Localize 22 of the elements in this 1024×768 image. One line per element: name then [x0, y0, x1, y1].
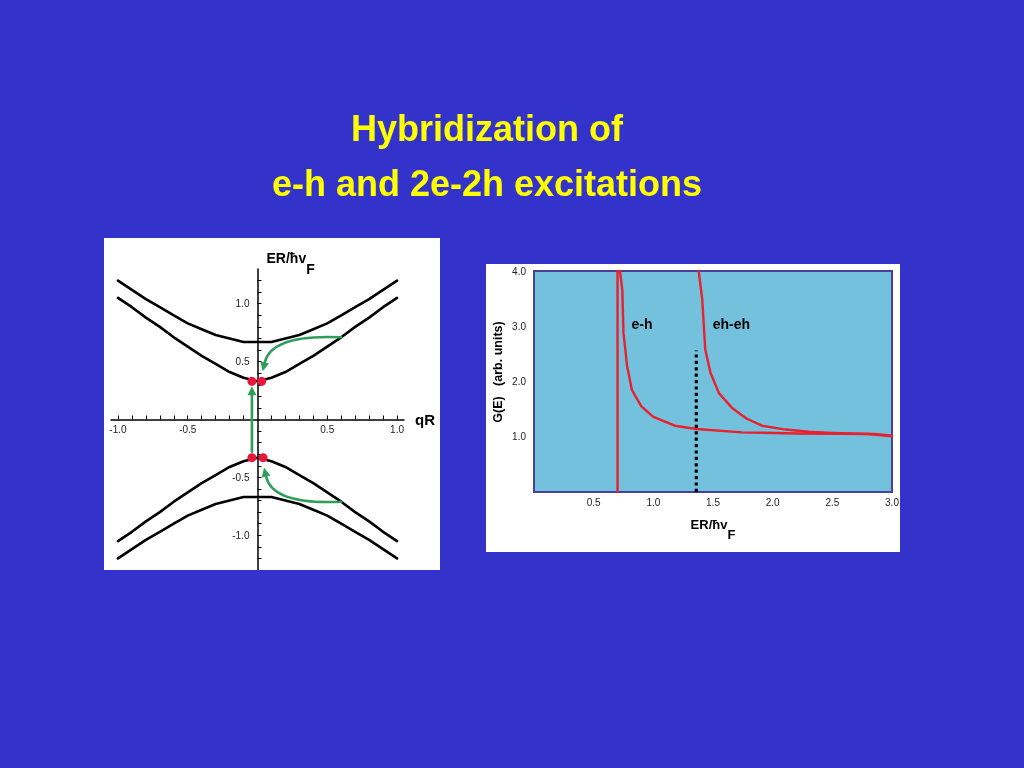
x-tick-label: -0.5 [179, 424, 197, 435]
x-axis-title: qR [415, 410, 435, 429]
x-tick-label: 1.0 [646, 496, 661, 508]
y-tick-label: 2.0 [512, 376, 527, 387]
series-label: eh-eh [712, 316, 751, 332]
x-tick-label: 2.5 [825, 496, 840, 508]
x-tick-label: -1.0 [109, 424, 128, 435]
y-tick-label: 4.0 [512, 265, 527, 277]
y-tick-label: 0.5 [235, 356, 250, 368]
x-tick-label: 0.5 [586, 496, 602, 508]
y-tick-label: -0.5 [232, 471, 250, 483]
x-tick-label: 1.0 [390, 424, 405, 435]
y-axis-title: G(E) (arb. units) [490, 320, 506, 423]
x-tick-label: 0.5 [320, 424, 335, 435]
text: Hybridization of e-h and 2e-2h excitations [271, 107, 703, 206]
x-tick-label: 1.5 [706, 496, 721, 508]
y-tick-label: -1.0 [232, 529, 250, 541]
x-tick-label: 2.0 [765, 496, 781, 508]
y-tick-label: 1.0 [235, 298, 250, 310]
x-tick-label: 3.0 [885, 496, 900, 508]
y-tick-label: 3.0 [512, 320, 527, 332]
series-label: e-h [631, 316, 653, 332]
